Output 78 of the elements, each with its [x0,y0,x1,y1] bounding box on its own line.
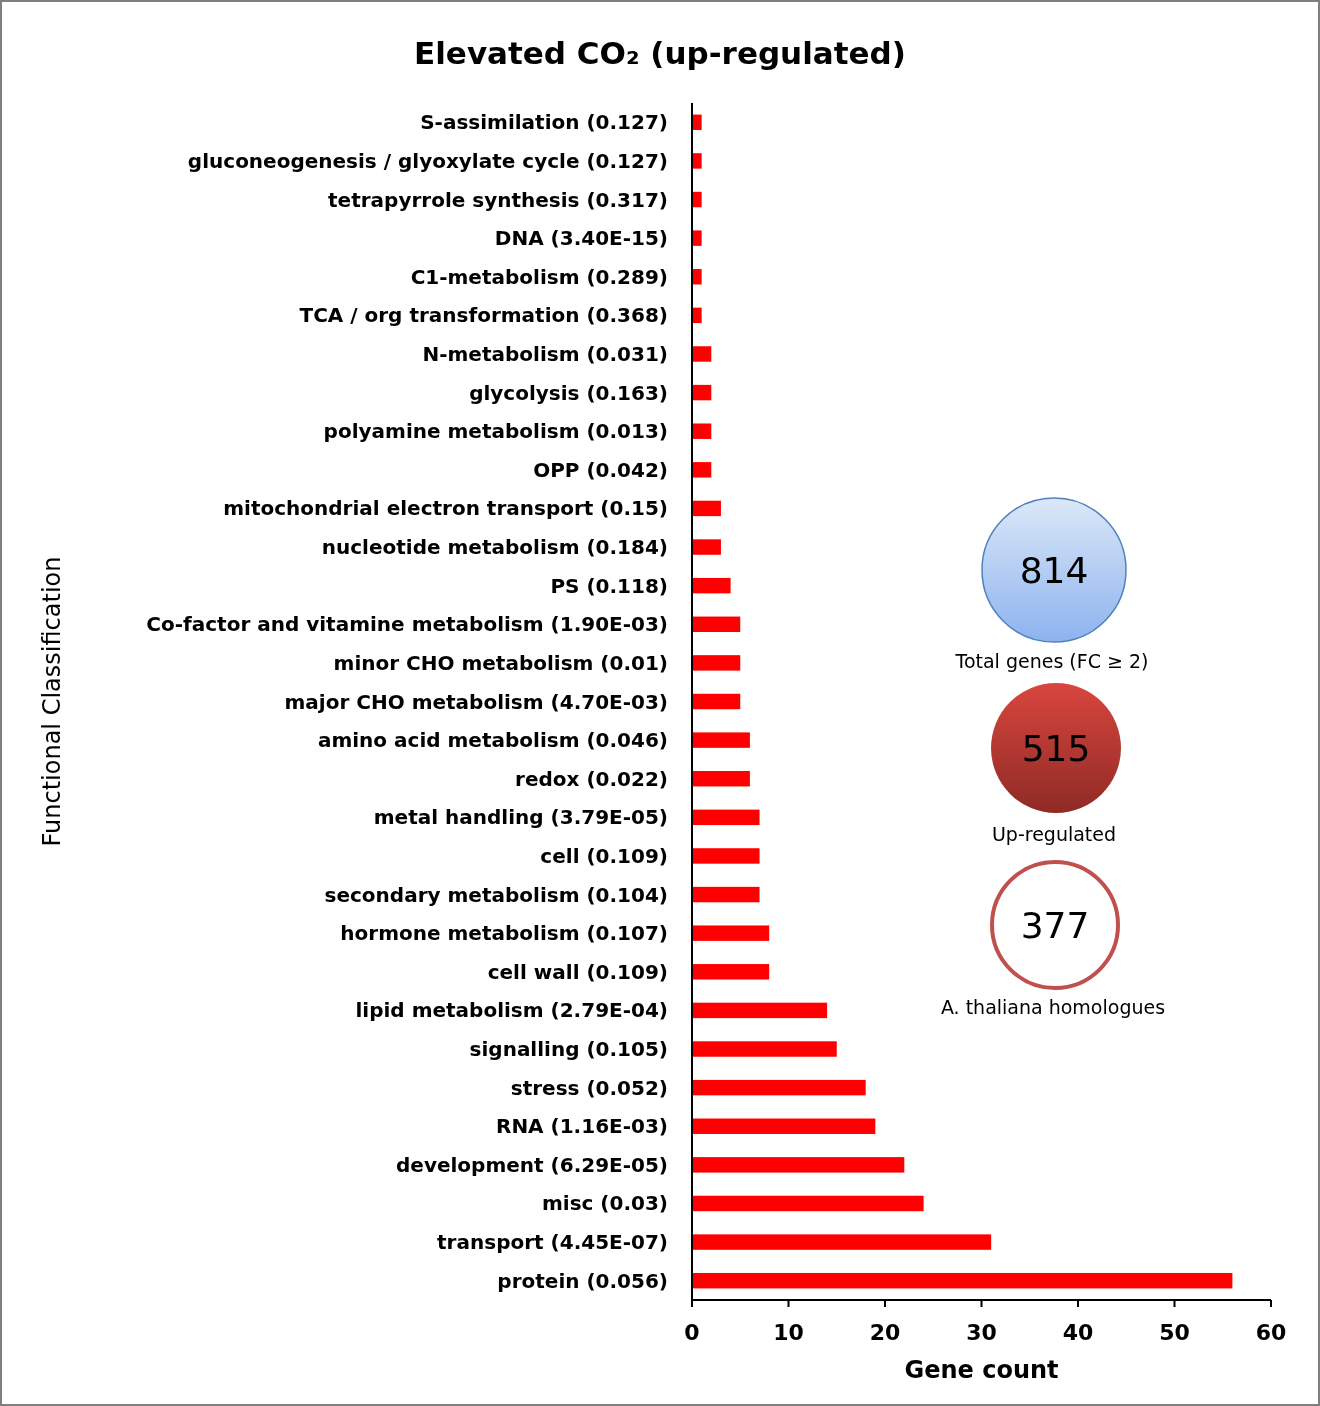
chart-title: Elevated CO₂ (up-regulated) [414,35,906,71]
y-tick-label: RNA (1.16E-03) [495,1114,668,1139]
y-tick-label: minor CHO metabolism (0.01) [333,650,668,675]
y-tick-label: tetrapyrrole synthesis (0.317) [328,187,668,212]
y-tick-label: lipid metabolism (2.79E-04) [355,998,668,1023]
y-tick-label: cell (0.109) [540,843,668,868]
x-tick-label: 30 [966,1320,997,1345]
bar [692,191,702,208]
bar [692,346,712,362]
y-tick-label: development (6.29E-05) [396,1152,668,1177]
bar [692,539,721,555]
x-tick-label: 60 [1255,1320,1287,1345]
y-tick-label: misc (0.03) [541,1191,668,1216]
y-tick-label: Co-factor and vitamine metabolism (1.90E-03) [146,612,668,637]
bar [692,384,712,401]
bar [692,230,702,246]
y-tick-label: transport (4.45E-07) [437,1230,668,1255]
bar [692,771,750,787]
bar [692,964,770,980]
y-tick-label: S-assimilation (0.127) [420,110,668,135]
y-tick-label: signalling (0.105) [469,1037,668,1062]
bar [692,423,712,439]
y-tick-label: OPP (0.042) [533,457,668,482]
bar [692,886,760,903]
bar [692,114,702,131]
y-tick-label: amino acid metabolism (0.046) [317,728,668,753]
y-tick-label: TCA / org transformation (0.368) [299,303,668,328]
bar [692,616,741,632]
annotation: Up-regulated [991,822,1117,845]
bar [692,577,731,594]
bar [692,848,760,864]
x-tick-label: 10 [773,1320,804,1345]
y-tick-label: mitochondrial electron transport (0.15) [223,496,668,521]
annotation: Total genes (FC ≥ 2) [954,649,1149,672]
annotation: A. thaliana homologues [940,995,1166,1018]
y-tick-label: cell wall (0.109) [487,959,668,984]
y-tick-label: nucleotide metabolism (0.184) [321,535,668,560]
y-tick-label: metal handling (3.79E-05) [373,805,668,830]
bar [692,1041,837,1057]
x-tick-label: 40 [1062,1320,1094,1345]
bar [692,693,741,710]
y-tick-label: PS (0.118) [550,573,668,598]
y-tick-label: polyamine metabolism (0.013) [323,419,668,444]
bar [692,462,712,478]
bar [692,1118,876,1134]
bar [692,1195,924,1212]
x-axis-title: Gene count [904,1356,1059,1384]
bar [692,1234,992,1250]
bar [692,925,770,941]
y-tick-label: secondary metabolism (0.104) [324,882,668,907]
bar [692,809,760,826]
y-tick-label: gluconeogenesis / glyoxylate cycle (0.127) [187,148,668,173]
bar [692,500,721,517]
x-tick-label: 50 [1159,1320,1190,1345]
bar [692,1002,828,1019]
bar [692,1272,1233,1289]
y-tick-label: C1-metabolism (0.289) [410,264,668,289]
y-tick-label: hormone metabolism (0.107) [340,921,668,946]
y-tick-label: DNA (3.40E-15) [494,226,668,251]
y-tick-label: N-metabolism (0.031) [422,341,668,366]
x-tick-label: 20 [869,1320,901,1345]
bar [692,307,702,324]
y-axis-title: Functional Classification [38,556,66,847]
y-tick-label: stress (0.052) [510,1075,668,1100]
y-tick-label: redox (0.022) [515,766,668,791]
x-tick-label: 0 [684,1320,700,1345]
y-tick-label: protein (0.056) [497,1268,668,1293]
bar [692,655,741,671]
bar [692,153,702,169]
annotation: 814 [1019,549,1089,591]
bar [692,269,702,285]
bar [692,1157,905,1173]
bar [692,732,750,748]
annotation: 515 [1021,727,1091,769]
annotation: 377 [1020,904,1090,946]
bar [692,1079,866,1096]
y-tick-label: glycolysis (0.163) [469,380,668,405]
y-tick-label: major CHO metabolism (4.70E-03) [284,689,668,714]
